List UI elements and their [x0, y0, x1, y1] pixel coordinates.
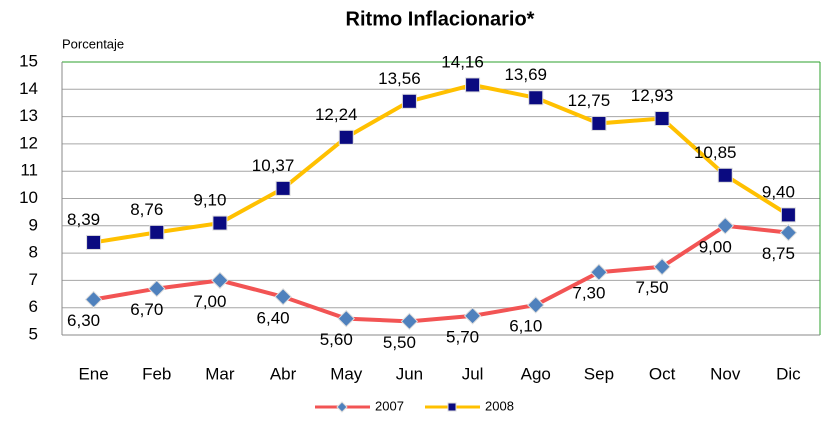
data-label: 9,00 — [699, 237, 732, 256]
data-label: 9,40 — [762, 182, 795, 201]
marker — [654, 111, 670, 127]
marker — [528, 90, 544, 106]
data-label: 8,76 — [130, 200, 163, 219]
series-line — [93, 223, 789, 324]
data-label: 8,75 — [762, 244, 795, 263]
chart-title: Ritmo Inflacionario* — [346, 8, 535, 30]
legend-marker — [447, 402, 457, 412]
marker — [211, 271, 229, 290]
data-label: 13,56 — [378, 69, 421, 88]
y-tick-label: 15 — [19, 51, 38, 70]
series-line — [93, 82, 790, 245]
y-tick-label: 6 — [29, 297, 38, 316]
marker — [779, 223, 798, 242]
marker — [653, 258, 671, 276]
y-tick-label: 7 — [29, 270, 38, 289]
y-tick-label: 13 — [19, 106, 38, 125]
marker — [84, 290, 103, 309]
legend-label: 2008 — [485, 398, 514, 413]
data-label: 12,75 — [568, 91, 611, 110]
data-label: 12,93 — [631, 86, 674, 105]
marker — [274, 288, 292, 306]
x-tick-label: Oct — [649, 364, 676, 383]
marker — [275, 180, 291, 196]
data-label: 7,00 — [193, 292, 226, 311]
y-tick-label: 14 — [19, 79, 38, 98]
series: 8,39 8,76 9,10 10,37 12,24 13,56 14,16 13,69 12,… — [67, 52, 796, 250]
marker — [338, 129, 354, 145]
x-tick-label: Sep — [584, 364, 614, 383]
y-axis-label: Porcentaje — [62, 36, 124, 51]
marker — [212, 215, 228, 231]
data-label: 6,10 — [509, 316, 542, 335]
x-tick-label: Abr — [270, 364, 297, 383]
marker — [149, 224, 165, 240]
marker — [591, 115, 607, 131]
y-tick-label: 12 — [19, 133, 38, 152]
x-tick-label: Dic — [776, 364, 801, 383]
marker — [86, 234, 102, 250]
data-label: 10,85 — [694, 143, 737, 162]
data-label: 13,69 — [504, 65, 547, 84]
x-tick-label: Mar — [205, 364, 235, 383]
x-tick-label: Jun — [396, 364, 423, 383]
y-tick-label: 5 — [29, 324, 38, 343]
marker — [590, 263, 608, 281]
marker — [401, 93, 417, 109]
y-tick-label: 11 — [20, 161, 38, 180]
marker — [148, 279, 166, 298]
series: 6,30 6,70 7,00 6,40 5,60 5,50 5,70 6,10 7,30 7,50… — [67, 217, 798, 352]
data-label: 10,37 — [252, 156, 295, 175]
data-label: 7,30 — [572, 284, 605, 303]
data-label: 5,60 — [320, 330, 353, 349]
marker — [465, 77, 481, 93]
x-tick-label: Ene — [78, 364, 108, 383]
data-label: 6,30 — [67, 311, 100, 330]
x-tick-label: May — [330, 364, 363, 383]
data-label: 6,70 — [130, 300, 163, 319]
legend-marker — [336, 401, 348, 413]
marker — [337, 309, 355, 328]
marker — [780, 207, 796, 223]
x-tick-label: Jul — [462, 364, 484, 383]
data-label: 5,70 — [446, 327, 479, 346]
legend-label: 2007 — [375, 398, 404, 413]
data-label: 5,50 — [383, 333, 416, 352]
x-tick-label: Feb — [142, 364, 171, 383]
y-tick-label: 8 — [29, 243, 38, 262]
data-label: 6,40 — [257, 308, 290, 327]
x-tick-label: Ago — [521, 364, 551, 383]
marker — [400, 312, 419, 331]
data-label: 14,16 — [441, 52, 484, 71]
data-label: 8,39 — [67, 210, 100, 229]
data-label: 12,24 — [315, 105, 358, 124]
marker — [463, 307, 482, 325]
y-tick-label: 10 — [19, 188, 38, 207]
marker — [717, 167, 733, 183]
x-tick-label: Nov — [710, 364, 741, 383]
marker — [716, 217, 734, 235]
data-label: 9,10 — [193, 191, 226, 210]
data-label: 7,50 — [636, 278, 669, 297]
y-tick-label: 9 — [29, 215, 38, 234]
marker — [527, 296, 545, 314]
